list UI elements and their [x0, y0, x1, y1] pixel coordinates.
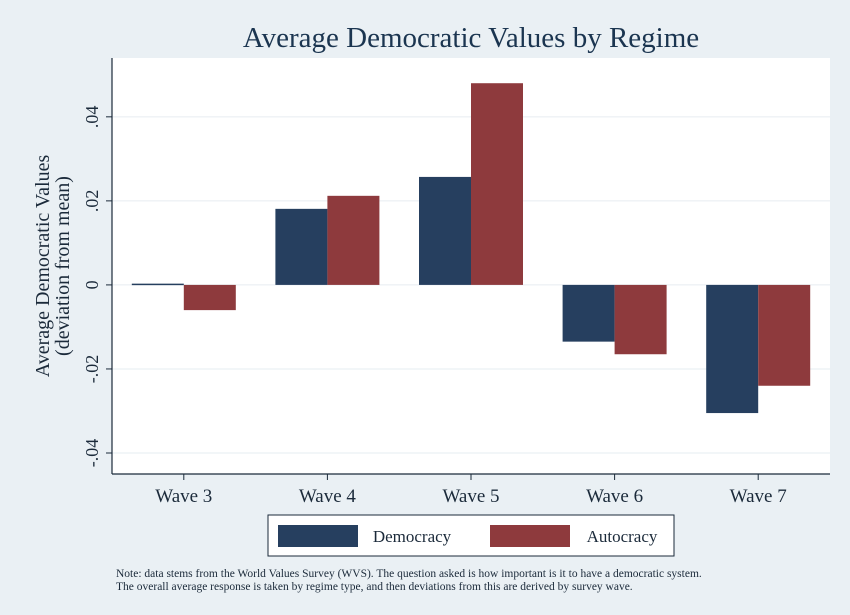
x-tick-label: Wave 6: [586, 486, 643, 507]
y-tick-label: 0: [82, 280, 102, 289]
note-line-2: The overall average response is taken by…: [116, 581, 633, 593]
note-line-1: Note: data stems from the World Values S…: [116, 568, 702, 580]
legend-swatch-democracy: [278, 525, 358, 547]
bar-democracy-wave-7: [706, 284, 759, 414]
legend-swatch-autocracy: [490, 525, 570, 547]
y-tick-label: .04: [82, 106, 102, 128]
bar-autocracy-wave-3: [183, 284, 236, 311]
chart-title: Average Democratic Values by Regime: [243, 22, 699, 54]
bar-democracy-wave-5: [419, 176, 471, 285]
bar-autocracy-wave-4: [327, 195, 380, 285]
legend-label-democracy: Democracy: [373, 527, 452, 546]
y-tick-label: -.02: [82, 355, 102, 384]
x-tick-label: Wave 4: [299, 486, 357, 507]
x-tick-label: Wave 3: [155, 486, 212, 507]
y-tick-label: -.04: [82, 439, 102, 468]
y-axis-title-line-1: Average Democratic Values: [32, 155, 54, 378]
legend-label-autocracy: Autocracy: [587, 527, 658, 546]
chart-note: Note: data stems from the World Values S…: [116, 568, 836, 594]
bar-autocracy-wave-7: [758, 284, 811, 386]
bar-autocracy-wave-5: [471, 83, 523, 285]
bar-autocracy-wave-6: [614, 284, 667, 355]
bar-democracy-wave-4: [275, 208, 328, 285]
y-tick-label: .02: [82, 190, 102, 213]
x-tick-label: Wave 5: [442, 486, 499, 507]
x-tick-label: Wave 7: [730, 486, 787, 507]
bar-democracy-wave-6: [562, 284, 615, 342]
y-axis-title-line-2: (deviation from mean): [52, 176, 74, 356]
bar-democracy-wave-3: [131, 283, 184, 286]
